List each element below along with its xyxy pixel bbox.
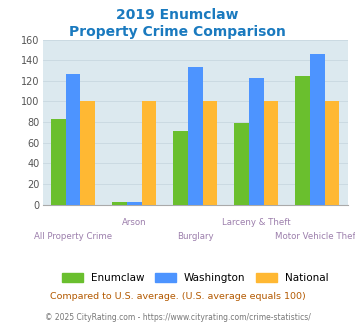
Bar	[325, 102, 339, 205]
Bar	[264, 102, 278, 205]
Bar	[203, 102, 217, 205]
Text: Compared to U.S. average. (U.S. average equals 100): Compared to U.S. average. (U.S. average …	[50, 292, 305, 301]
Text: Arson: Arson	[122, 218, 147, 227]
Text: © 2025 CityRating.com - https://www.cityrating.com/crime-statistics/: © 2025 CityRating.com - https://www.city…	[45, 314, 310, 322]
Bar	[295, 76, 310, 205]
Text: All Property Crime: All Property Crime	[34, 232, 112, 241]
Text: Property Crime Comparison: Property Crime Comparison	[69, 25, 286, 39]
Bar	[81, 102, 95, 205]
Bar	[51, 119, 66, 205]
Bar	[66, 74, 81, 205]
Bar	[188, 67, 203, 205]
Text: Larceny & Theft: Larceny & Theft	[222, 218, 291, 227]
Bar	[310, 54, 325, 205]
Text: Motor Vehicle Theft: Motor Vehicle Theft	[275, 232, 355, 241]
Bar	[142, 102, 156, 205]
Text: Burglary: Burglary	[177, 232, 214, 241]
Bar	[127, 202, 142, 205]
Text: 2019 Enumclaw: 2019 Enumclaw	[116, 8, 239, 22]
Bar	[249, 78, 264, 205]
Legend: Enumclaw, Washington, National: Enumclaw, Washington, National	[62, 273, 329, 283]
Bar	[173, 131, 188, 205]
Bar	[234, 123, 249, 205]
Bar	[112, 202, 127, 205]
